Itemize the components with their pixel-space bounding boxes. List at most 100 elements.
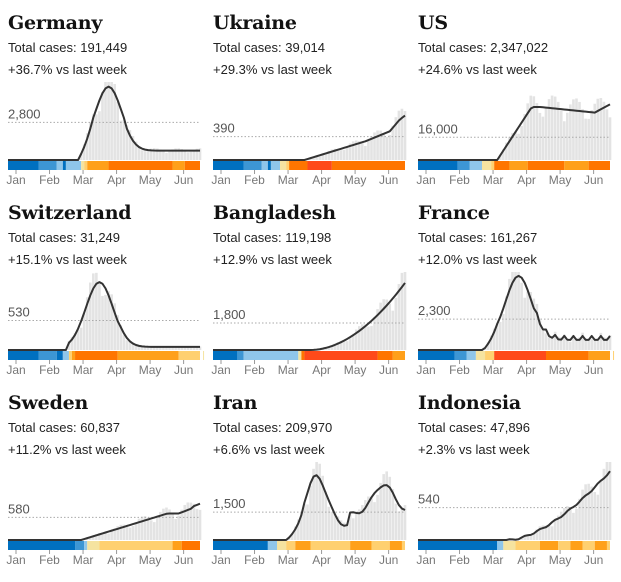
month-label: Jun bbox=[174, 173, 193, 187]
growth-band-segment bbox=[470, 161, 482, 170]
growth-band-segment bbox=[213, 351, 237, 360]
country-name: Ukraine bbox=[213, 12, 297, 34]
month-label: Jun bbox=[379, 363, 398, 377]
daily-case-bar bbox=[581, 109, 584, 160]
daily-case-bar bbox=[398, 512, 401, 540]
daily-case-bar bbox=[98, 111, 101, 160]
daily-case-bar bbox=[560, 111, 563, 160]
daily-case-bar bbox=[517, 272, 520, 350]
daily-case-bar bbox=[306, 504, 309, 540]
daily-case-bar bbox=[183, 150, 186, 160]
daily-case-bar bbox=[373, 317, 376, 350]
month-label: Jan bbox=[6, 553, 25, 567]
growth-band-segment bbox=[570, 541, 582, 550]
daily-case-bar bbox=[147, 518, 150, 540]
growth-band-segment bbox=[516, 541, 540, 550]
growth-band-segment bbox=[69, 351, 72, 360]
daily-case-bar bbox=[603, 102, 606, 160]
daily-case-bar bbox=[318, 156, 321, 160]
daily-case-bar bbox=[177, 516, 180, 540]
month-label: May bbox=[139, 363, 162, 377]
growth-band-segment bbox=[494, 161, 509, 170]
month-label: Apr bbox=[312, 553, 331, 567]
growth-band-segment bbox=[485, 351, 494, 360]
growth-band-segment bbox=[558, 541, 570, 550]
month-label: Jan bbox=[6, 173, 25, 187]
daily-case-bar bbox=[132, 526, 135, 540]
daily-case-bar bbox=[343, 150, 346, 160]
growth-band-segment bbox=[75, 541, 84, 550]
weekly-change-text: +11.2% vs last week bbox=[8, 442, 126, 457]
daily-case-bar bbox=[104, 295, 107, 350]
daily-case-bar bbox=[80, 328, 83, 350]
growth-band-segment bbox=[476, 351, 485, 360]
growth-band-segment bbox=[286, 541, 295, 550]
month-label: Feb bbox=[244, 173, 265, 187]
daily-case-bar bbox=[575, 509, 578, 540]
growth-band-segment bbox=[546, 351, 589, 360]
growth-band-segment bbox=[75, 351, 118, 360]
daily-case-bar bbox=[135, 522, 138, 540]
reference-value-label: 390 bbox=[213, 121, 235, 136]
growth-band-segment bbox=[182, 541, 200, 550]
daily-case-bar bbox=[331, 512, 334, 540]
reference-value-label: 540 bbox=[418, 492, 440, 507]
weekly-change-text: +15.1% vs last week bbox=[8, 252, 127, 267]
daily-case-bar bbox=[382, 474, 385, 540]
daily-case-bar bbox=[107, 82, 110, 160]
growth-band-segment bbox=[213, 161, 243, 170]
daily-case-bar bbox=[370, 326, 373, 350]
growth-band-segment bbox=[295, 541, 310, 550]
daily-case-bar bbox=[572, 99, 575, 160]
daily-case-bar bbox=[150, 520, 153, 540]
daily-case-bar bbox=[156, 517, 159, 540]
growth-band-segment bbox=[455, 351, 467, 360]
reference-value-label: 16,000 bbox=[418, 121, 458, 136]
growth-band-segment bbox=[262, 161, 268, 170]
month-label: Feb bbox=[449, 553, 470, 567]
weekly-change-text: +12.9% vs last week bbox=[213, 252, 332, 267]
daily-case-bar bbox=[536, 103, 539, 160]
daily-case-bar bbox=[129, 528, 132, 540]
daily-case-bar bbox=[520, 283, 523, 350]
growth-band-segment bbox=[350, 541, 371, 550]
month-label: Feb bbox=[39, 553, 60, 567]
daily-case-bar bbox=[590, 110, 593, 160]
country-name: Indonesia bbox=[418, 392, 521, 414]
daily-case-bar bbox=[533, 96, 536, 160]
daily-case-bar bbox=[600, 481, 603, 540]
average-line bbox=[8, 504, 200, 540]
daily-case-bar bbox=[193, 504, 196, 540]
growth-band-segment bbox=[286, 161, 289, 170]
daily-case-bar bbox=[597, 99, 600, 160]
country-name: Iran bbox=[213, 392, 257, 414]
growth-band-segment bbox=[38, 161, 56, 170]
growth-band-segment bbox=[87, 161, 108, 170]
daily-case-bar bbox=[110, 82, 113, 160]
growth-band-segment bbox=[491, 161, 494, 170]
month-label: Apr bbox=[517, 553, 536, 567]
month-label: May bbox=[344, 173, 367, 187]
month-label: Feb bbox=[244, 553, 265, 567]
daily-case-bar bbox=[575, 98, 578, 160]
daily-case-bar bbox=[551, 96, 554, 160]
daily-case-bar bbox=[554, 520, 557, 540]
growth-band-segment bbox=[503, 541, 515, 550]
daily-case-bar bbox=[514, 132, 517, 160]
growth-band-segment bbox=[418, 161, 458, 170]
daily-case-bar bbox=[529, 96, 532, 160]
daily-case-bar bbox=[104, 533, 107, 540]
daily-case-bar bbox=[364, 146, 367, 160]
month-label: Jun bbox=[584, 553, 603, 567]
month-label: Feb bbox=[449, 173, 470, 187]
country-name: US bbox=[418, 12, 448, 34]
growth-band-segment bbox=[528, 161, 565, 170]
daily-case-bar bbox=[174, 519, 177, 540]
weekly-change-text: +24.6% vs last week bbox=[418, 62, 537, 77]
growth-band-segment bbox=[467, 351, 476, 360]
